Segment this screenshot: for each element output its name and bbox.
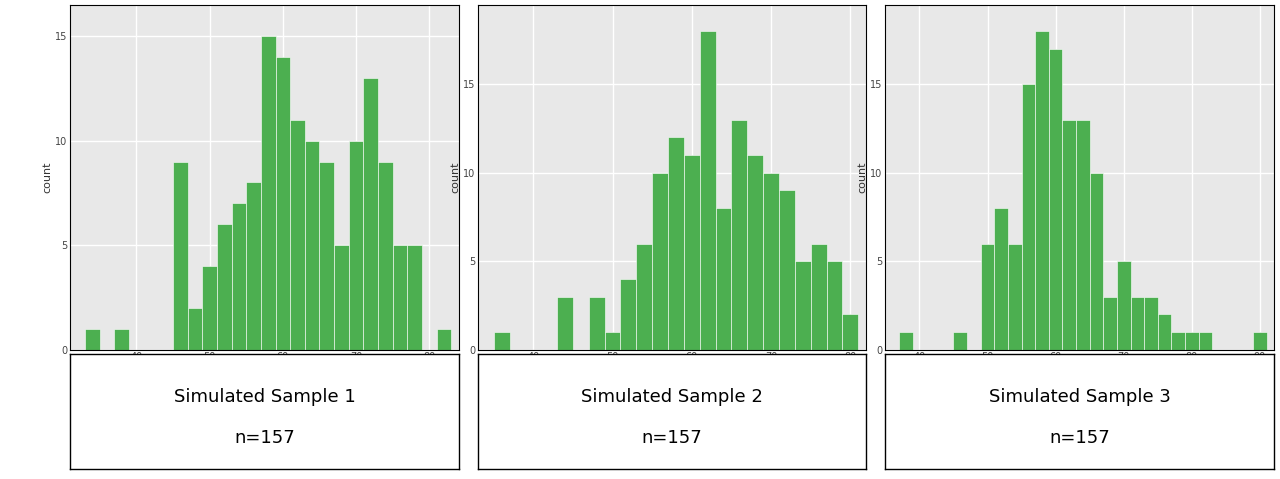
Bar xyxy=(173,161,188,350)
Bar xyxy=(668,137,684,350)
Bar xyxy=(731,120,748,350)
Bar xyxy=(954,332,968,350)
Bar xyxy=(305,141,320,350)
Bar xyxy=(1103,297,1117,350)
Y-axis label: count: count xyxy=(451,161,460,193)
Bar xyxy=(320,161,334,350)
Bar xyxy=(1144,297,1158,350)
Text: n=157: n=157 xyxy=(1050,429,1110,447)
Bar xyxy=(1158,314,1171,350)
X-axis label: simThumb: simThumb xyxy=(236,365,294,375)
Bar xyxy=(364,78,378,350)
Text: Simulated Sample 3: Simulated Sample 3 xyxy=(988,388,1170,406)
Bar xyxy=(275,57,291,350)
Bar xyxy=(589,297,604,350)
Bar xyxy=(407,245,422,350)
Bar xyxy=(378,161,393,350)
Bar xyxy=(842,314,858,350)
Bar xyxy=(1076,120,1089,350)
Bar xyxy=(216,224,232,350)
Bar xyxy=(748,155,763,350)
Bar xyxy=(700,31,716,350)
Bar xyxy=(653,173,668,350)
Bar xyxy=(334,245,348,350)
Bar xyxy=(261,36,275,350)
Bar xyxy=(232,204,246,350)
Bar xyxy=(980,243,995,350)
Bar xyxy=(557,297,573,350)
X-axis label: simThumb: simThumb xyxy=(643,365,701,375)
Text: n=157: n=157 xyxy=(641,429,703,447)
Bar xyxy=(716,208,731,350)
Bar xyxy=(1036,31,1048,350)
Bar xyxy=(899,332,913,350)
Bar xyxy=(84,329,100,350)
Bar xyxy=(1117,261,1130,350)
Bar xyxy=(291,120,305,350)
Bar xyxy=(1089,173,1103,350)
Bar xyxy=(621,279,636,350)
Text: Simulated Sample 1: Simulated Sample 1 xyxy=(174,388,356,406)
Bar xyxy=(763,173,780,350)
Bar xyxy=(810,243,827,350)
Bar xyxy=(1062,120,1076,350)
Bar xyxy=(436,329,452,350)
Bar xyxy=(202,266,216,350)
Bar xyxy=(393,245,407,350)
Bar xyxy=(188,308,202,350)
Bar xyxy=(995,208,1007,350)
Bar xyxy=(1253,332,1267,350)
Bar xyxy=(1007,243,1021,350)
Bar xyxy=(684,155,700,350)
Y-axis label: count: count xyxy=(42,161,52,193)
Bar xyxy=(114,329,129,350)
Bar xyxy=(494,332,509,350)
X-axis label: simThumb: simThumb xyxy=(1050,365,1108,375)
Y-axis label: count: count xyxy=(858,161,868,193)
Bar xyxy=(246,182,261,350)
Bar xyxy=(1198,332,1212,350)
Bar xyxy=(604,332,621,350)
Bar xyxy=(1021,84,1036,350)
Bar xyxy=(780,191,795,350)
Bar xyxy=(827,261,842,350)
Bar xyxy=(1130,297,1144,350)
Bar xyxy=(348,141,364,350)
Bar xyxy=(795,261,810,350)
Bar xyxy=(1048,49,1062,350)
Text: Simulated Sample 2: Simulated Sample 2 xyxy=(581,388,763,406)
Bar xyxy=(1171,332,1185,350)
Bar xyxy=(636,243,653,350)
Bar xyxy=(1185,332,1198,350)
Text: n=157: n=157 xyxy=(234,429,294,447)
